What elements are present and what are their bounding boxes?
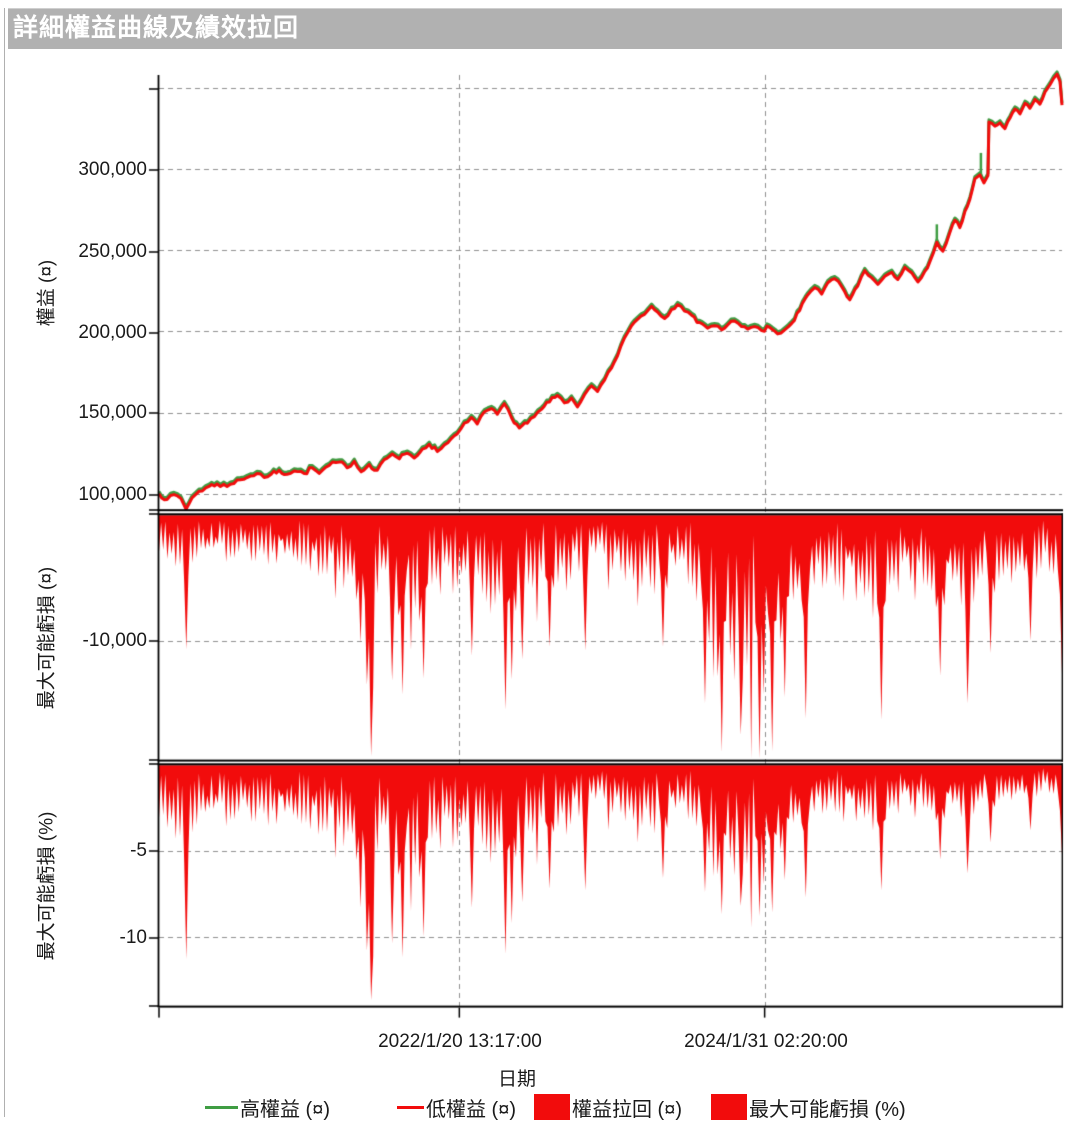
window-title: 詳細權益曲線及績效拉回 — [13, 14, 300, 42]
dd-percent-ytick-5: -5 — [130, 840, 147, 861]
window-left-border — [4, 8, 5, 1117]
xaxis-label-2024: 2024/1/31 02:20:00 — [684, 1031, 848, 1052]
xaxis-label-2022: 2022/1/20 13:17:00 — [378, 1031, 542, 1052]
equity-y-axis-title: 權益 (¤) — [36, 259, 58, 327]
legend-label-equity-drawdown: 權益拉回 (¤) — [572, 1098, 682, 1121]
equity-ytick-150000: 150,000 — [78, 402, 147, 423]
equity-ytick-200000: 200,000 — [78, 322, 147, 343]
dd-percent-y-axis-title: 最大可能虧損 (%) — [36, 811, 58, 961]
legend-item-high-equity: 高權益 (¤) — [205, 1092, 330, 1122]
window-titlebar: 詳細權益曲線及績效拉回 — [8, 8, 1062, 49]
legend-label-low-equity: 低權益 (¤) — [426, 1098, 516, 1121]
red-line-swatch-icon — [397, 1105, 424, 1109]
legend-item-low-equity: 低權益 (¤) — [397, 1092, 516, 1122]
red-box-swatch-icon — [711, 1094, 747, 1120]
dd-currency-ytick-10000: -10,000 — [82, 630, 147, 651]
dd-percent-ytick-10: -10 — [119, 927, 147, 948]
red-box-swatch-icon — [534, 1094, 570, 1120]
dd-currency-y-axis-title: 最大可能虧損 (¤) — [36, 566, 58, 710]
equity-ytick-300000: 300,000 — [78, 159, 147, 180]
equity-ytick-250000: 250,000 — [78, 241, 147, 262]
legend-label-high-equity: 高權益 (¤) — [240, 1098, 330, 1121]
equity-ytick-100000: 100,000 — [78, 484, 147, 505]
legend-label-max-loss-percent: 最大可能虧損 (%) — [749, 1098, 906, 1121]
legend-item-max-loss-percent: 最大可能虧損 (%) — [711, 1092, 906, 1122]
xaxis-title-date: 日期 — [497, 1069, 536, 1090]
legend-item-equity-drawdown: 權益拉回 (¤) — [534, 1092, 682, 1122]
green-line-swatch-icon — [205, 1105, 238, 1109]
